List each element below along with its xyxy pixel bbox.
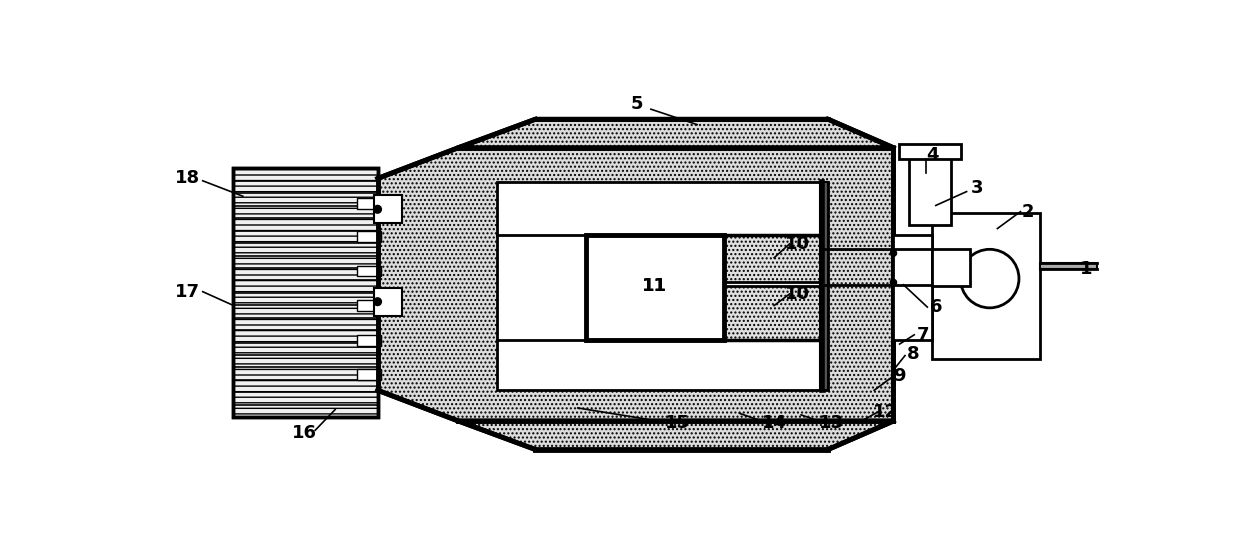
Text: 18: 18 [175,169,200,188]
Text: 13: 13 [820,414,844,432]
Circle shape [961,250,1019,308]
Text: 11: 11 [641,277,666,295]
Bar [497,182,828,390]
Bar [357,231,382,242]
Text: 2: 2 [1022,203,1034,221]
Bar [894,234,932,340]
Bar [357,369,382,380]
Text: 10: 10 [785,285,810,303]
Bar [357,198,382,208]
Bar [373,288,402,316]
Text: 8: 8 [906,345,919,363]
Circle shape [890,250,897,256]
Bar [373,196,402,223]
Text: 1: 1 [1080,260,1092,277]
Text: 7: 7 [916,326,929,344]
Text: 11: 11 [641,277,666,295]
Bar [357,300,382,311]
Bar [932,250,971,286]
Text: 4: 4 [926,146,939,164]
Text: 15: 15 [666,414,691,432]
Text: 12: 12 [873,403,898,421]
Circle shape [373,206,382,213]
Bar [724,234,822,282]
Text: 16: 16 [291,423,317,442]
Bar [357,266,382,276]
Polygon shape [459,421,894,449]
Bar [233,168,377,417]
Text: 9: 9 [893,368,906,385]
Bar [357,335,382,345]
Text: 3: 3 [971,179,983,198]
Polygon shape [377,148,894,421]
Bar [587,234,724,340]
Circle shape [890,280,897,286]
Circle shape [373,298,382,306]
Text: 5: 5 [631,95,644,113]
Bar [724,286,822,340]
Text: 17: 17 [175,283,200,301]
Bar [932,213,1040,359]
Bar [820,182,828,390]
Bar [909,152,951,224]
Text: 6: 6 [930,298,942,316]
Polygon shape [459,119,894,148]
Bar [899,144,961,159]
Bar [1040,263,1097,270]
Text: 10: 10 [785,235,810,253]
Bar [233,168,377,417]
Text: 14: 14 [761,414,786,432]
